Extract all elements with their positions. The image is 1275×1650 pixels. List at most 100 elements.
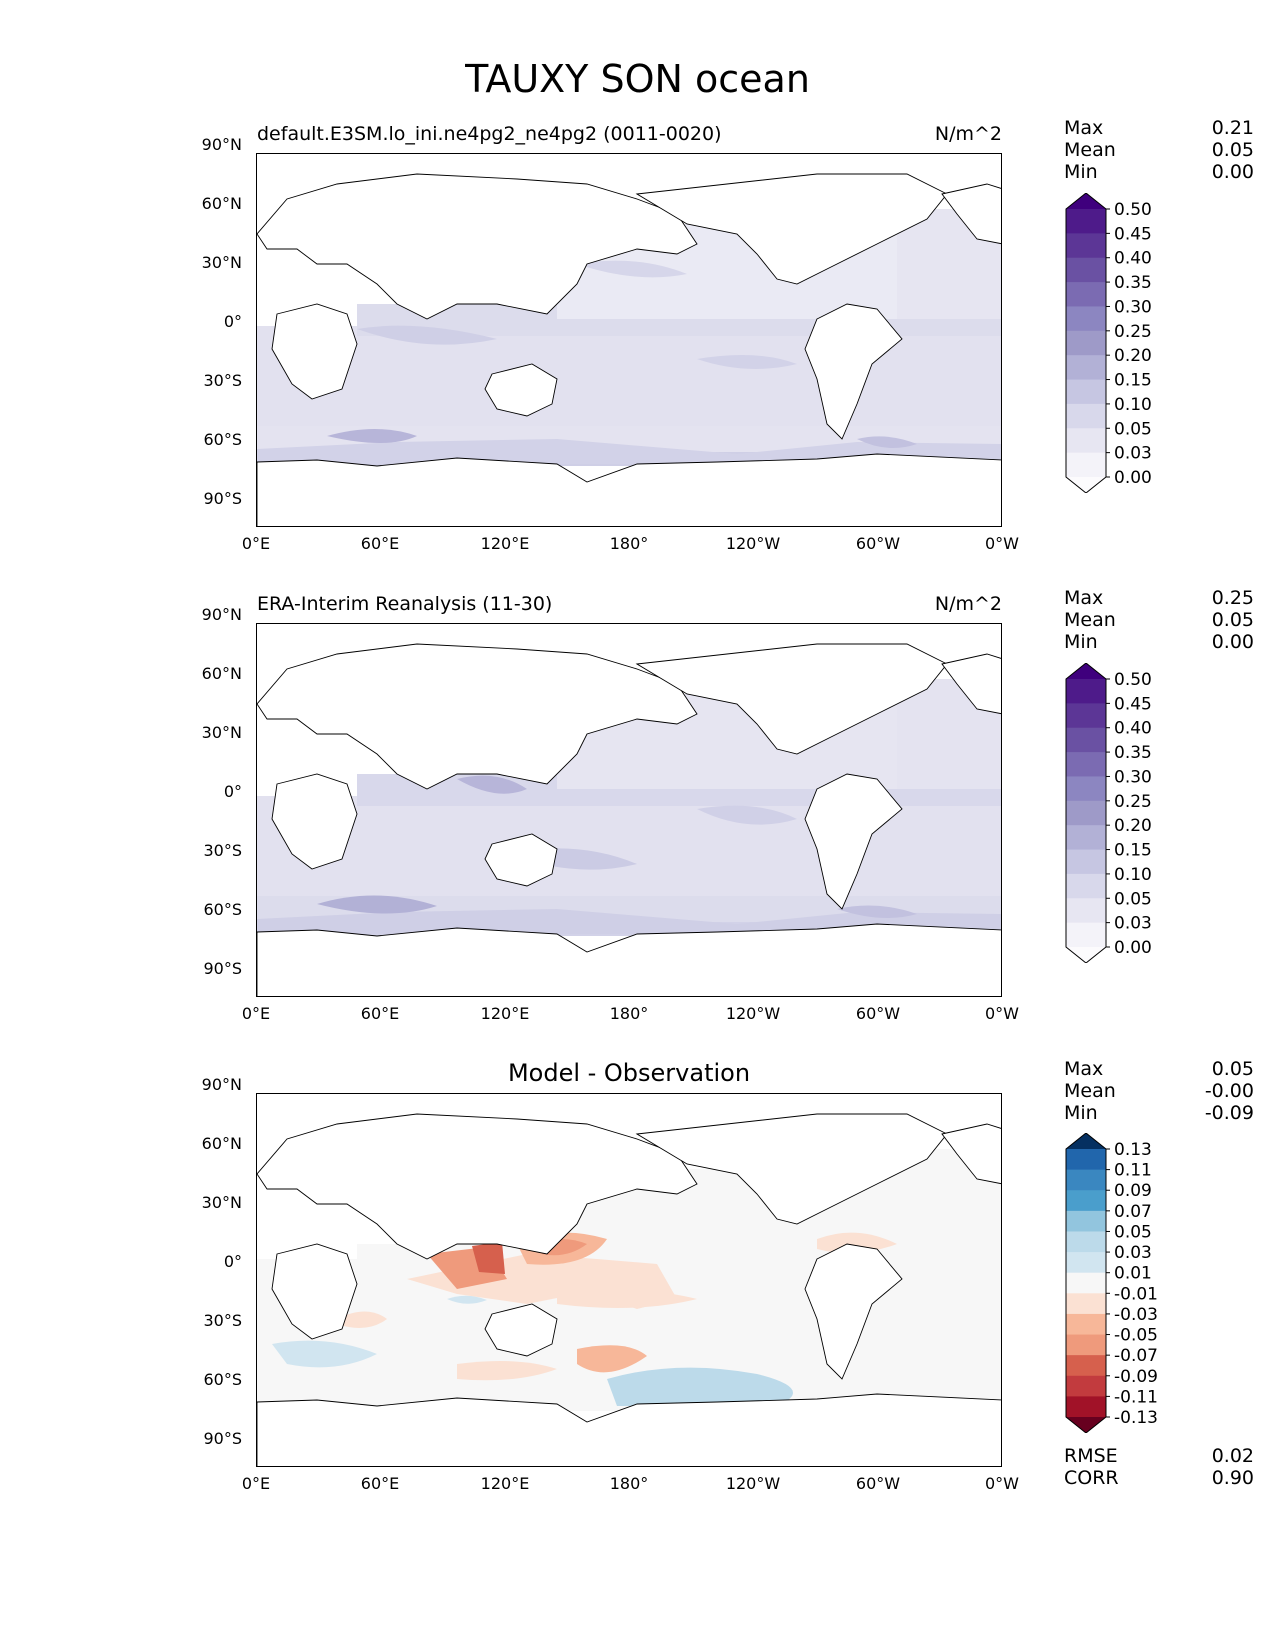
colorbar-tick-label: 0.15 bbox=[1114, 371, 1152, 391]
colorbar-bin bbox=[1066, 233, 1106, 259]
colorbar-bin bbox=[1066, 330, 1106, 356]
colorbar-bin bbox=[1066, 1149, 1106, 1171]
colorbar-extend-min bbox=[1066, 1417, 1106, 1433]
panel1-ytick-90S: 90°S bbox=[203, 489, 242, 508]
panel3-stat-mean-label: Mean bbox=[1064, 1080, 1116, 1102]
colorbar-tick-label: -0.09 bbox=[1114, 1367, 1158, 1387]
colorbar-bin bbox=[1066, 379, 1106, 405]
panel2-ytick-60N: 60°N bbox=[201, 664, 242, 683]
panel3-xtick-120W: 120°W bbox=[725, 1474, 781, 1493]
colorbar-bin bbox=[1066, 727, 1106, 753]
corr-label: CORR bbox=[1064, 1467, 1119, 1489]
panel2-stat-min-label: Min bbox=[1064, 631, 1098, 653]
colorbar-bin bbox=[1066, 703, 1106, 729]
colorbar-tick-label: 0.03 bbox=[1114, 444, 1152, 464]
panel3-xtick-180: 180° bbox=[609, 1474, 649, 1493]
colorbar-tick-label: 0.20 bbox=[1114, 346, 1152, 366]
colorbar-extend-max bbox=[1066, 1133, 1106, 1149]
colorbar-bin bbox=[1066, 1334, 1106, 1356]
figure-title: TAUXY SON ocean bbox=[465, 57, 810, 101]
colorbar-bin bbox=[1066, 1355, 1106, 1377]
panel1-xtick-0W: 0°W bbox=[985, 534, 1019, 553]
panel1-ytick-60S: 60°S bbox=[203, 430, 242, 449]
colorbar-tick-label: 0.00 bbox=[1114, 468, 1152, 488]
colorbar-bin bbox=[1066, 1231, 1106, 1253]
panel2-xtick-60E: 60°E bbox=[360, 1004, 400, 1023]
colorbar-tick-label: -0.07 bbox=[1114, 1346, 1158, 1366]
colorbar-tick-label: -0.13 bbox=[1114, 1408, 1158, 1428]
colorbar-bin bbox=[1066, 1396, 1106, 1418]
colorbar-extend-min bbox=[1066, 477, 1106, 493]
colorbar-tick-label: 0.03 bbox=[1114, 1243, 1152, 1263]
panel2-ytick-30S: 30°S bbox=[203, 841, 242, 860]
colorbar-tick-label: -0.05 bbox=[1114, 1326, 1158, 1346]
colorbar-tick-label: 0.25 bbox=[1114, 322, 1152, 342]
panel1-ytick-30N: 30°N bbox=[201, 253, 242, 272]
colorbar-extend-max bbox=[1066, 193, 1106, 209]
colorbar-bin bbox=[1066, 403, 1106, 429]
panel1-map bbox=[256, 153, 1002, 527]
panel2-ytick-eq: 0° bbox=[223, 782, 242, 801]
colorbar-tick-label: 0.11 bbox=[1114, 1161, 1152, 1181]
panel2-stat-max-value: 0.25 bbox=[1211, 587, 1254, 609]
colorbar-bin bbox=[1066, 825, 1106, 851]
panel2-xtick-0E: 0°E bbox=[241, 1004, 271, 1023]
panel1-ytick-60N: 60°N bbox=[201, 194, 242, 213]
colorbar-bin bbox=[1066, 1272, 1106, 1294]
colorbar-bin bbox=[1066, 257, 1106, 283]
panel1-units: N/m^2 bbox=[934, 123, 1002, 145]
panel1-stat-mean-value: 0.05 bbox=[1211, 139, 1254, 161]
panel3-title: Model - Observation bbox=[507, 1059, 751, 1087]
panel1-xtick-180: 180° bbox=[609, 534, 649, 553]
colorbar-bin bbox=[1066, 428, 1106, 454]
panel2-colorbar: 0.50 0.45 0.40 0.35 0.30 0.25 0.20 0.15 0.10 0.05… bbox=[1060, 662, 1180, 964]
panel3-ytick-30N: 30°N bbox=[201, 1193, 242, 1212]
colorbar-tick-label: 0.10 bbox=[1114, 395, 1152, 415]
panel3-xtick-60E: 60°E bbox=[360, 1474, 400, 1493]
panel1-stat-min-label: Min bbox=[1064, 161, 1098, 183]
panel1-xtick-120W: 120°W bbox=[725, 534, 781, 553]
colorbar-bin bbox=[1066, 800, 1106, 826]
colorbar-bin bbox=[1066, 873, 1106, 899]
colorbar-tick-label: 0.25 bbox=[1114, 792, 1152, 812]
corr-value: 0.90 bbox=[1211, 1467, 1254, 1489]
colorbar-svg: 0.50 0.45 0.40 0.35 0.30 0.25 0.20 0.15 0.10 0.05… bbox=[1065, 662, 1152, 964]
panel3-stat-min-label: Min bbox=[1064, 1102, 1098, 1124]
panel1-xtick-60W: 60°W bbox=[855, 534, 901, 553]
panel1-left-title: default.E3SM.lo_ini.ne4pg2_ne4pg2 (0011-… bbox=[257, 123, 722, 145]
rmse-label: RMSE bbox=[1064, 1445, 1118, 1467]
colorbar-tick-label: 0.35 bbox=[1114, 743, 1152, 763]
panel3-xtick-120E: 120°E bbox=[480, 1474, 530, 1493]
panel1-ytick-30S: 30°S bbox=[203, 371, 242, 390]
colorbar-tick-label: 0.35 bbox=[1114, 273, 1152, 293]
panel1-map-svg bbox=[257, 173, 1001, 526]
panel1-stat-max-value: 0.21 bbox=[1211, 117, 1254, 139]
colorbar-tick-label: 0.10 bbox=[1114, 865, 1152, 885]
colorbar-tick-label: 0.09 bbox=[1114, 1181, 1152, 1201]
colorbar-tick-label: 0.01 bbox=[1114, 1264, 1152, 1284]
colorbar-tick-label: 0.40 bbox=[1114, 719, 1152, 739]
colorbar-bin bbox=[1066, 1375, 1106, 1397]
colorbar-tick-label: 0.45 bbox=[1114, 224, 1152, 244]
colorbar-tick-label: -0.11 bbox=[1114, 1387, 1158, 1407]
colorbar-bin bbox=[1066, 209, 1106, 234]
panel3-stat-mean-value: -0.00 bbox=[1204, 1080, 1254, 1102]
panel3-stat-min-value: -0.09 bbox=[1204, 1102, 1254, 1124]
panel3-ytick-90N: 90°N bbox=[201, 1075, 242, 1094]
colorbar-tick-label: 0.05 bbox=[1114, 1222, 1152, 1242]
colorbar-tick-label: 0.05 bbox=[1114, 889, 1152, 909]
panel3-ytick-90S: 90°S bbox=[203, 1429, 242, 1448]
colorbar-tick-label: 0.50 bbox=[1114, 670, 1152, 690]
panel2-stat-max-label: Max bbox=[1064, 587, 1104, 609]
panel3-map bbox=[256, 1093, 1002, 1467]
colorbar-tick-label: 0.15 bbox=[1114, 841, 1152, 861]
colorbar-svg: 0.130.110.090.070.050.030.01-0.01-0.03-0… bbox=[1065, 1132, 1158, 1434]
panel1-xtick-0E: 0°E bbox=[241, 534, 271, 553]
panel2-map-svg bbox=[257, 643, 1001, 996]
colorbar-tick-label: 0.50 bbox=[1114, 200, 1152, 220]
rmse-value: 0.02 bbox=[1211, 1445, 1254, 1467]
panel3-stat-max-label: Max bbox=[1064, 1058, 1104, 1080]
panel2-xtick-120W: 120°W bbox=[725, 1004, 781, 1023]
colorbar-bin bbox=[1066, 752, 1106, 777]
panel1-ytick-90N: 90°N bbox=[201, 135, 242, 154]
